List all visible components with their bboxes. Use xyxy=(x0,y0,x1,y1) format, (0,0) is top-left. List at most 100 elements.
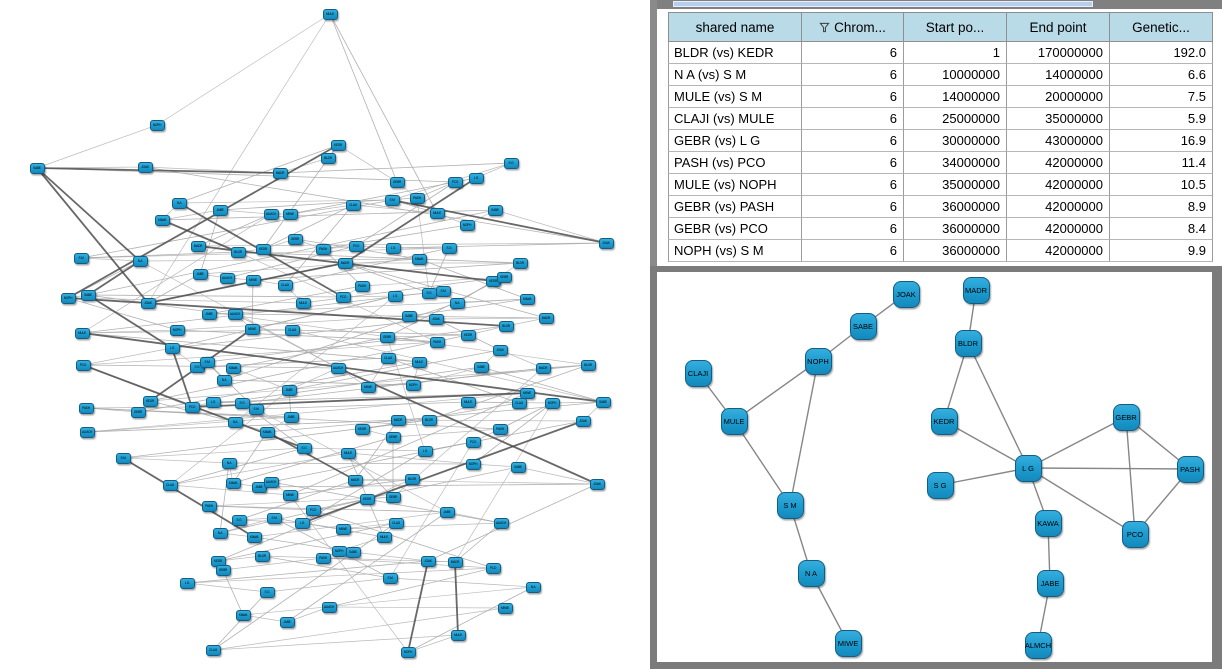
table-cell[interactable]: 170000000 xyxy=(1007,42,1110,64)
graph-node[interactable]: GEBR xyxy=(287,233,303,245)
graph-node[interactable]: SABE xyxy=(401,310,417,322)
graph-node[interactable]: JOAK xyxy=(892,280,920,308)
graph-node[interactable]: S M xyxy=(776,491,804,519)
graph-node[interactable]: ALMCH xyxy=(321,601,337,613)
graph-node[interactable]: NOPH xyxy=(169,324,185,336)
graph-node[interactable]: NOPH xyxy=(465,458,481,470)
graph-node[interactable]: JABE xyxy=(283,411,299,423)
graph-node[interactable]: MADR xyxy=(272,167,288,179)
graph-node[interactable]: CLAJI xyxy=(162,479,178,491)
graph-node[interactable]: N A xyxy=(797,559,825,587)
graph-node[interactable]: JOAK xyxy=(589,478,605,490)
graph-node[interactable]: S M xyxy=(73,252,89,264)
graph-node[interactable]: JOAK xyxy=(428,313,444,325)
table-cell[interactable]: 6 xyxy=(802,108,904,130)
table-cell[interactable]: 36000000 xyxy=(904,218,1007,240)
table-cell[interactable]: 35000000 xyxy=(1007,108,1110,130)
graph-node[interactable]: CLAJI xyxy=(284,324,300,336)
graph-node[interactable]: JABE xyxy=(439,506,455,518)
graph-node[interactable]: BLDR xyxy=(254,550,270,562)
graph-node[interactable]: BLDR xyxy=(404,473,420,485)
table-row[interactable]: NOPH (vs) S M 6 36000000 42000000 9.9 xyxy=(668,240,1215,262)
table-cell[interactable]: 36000000 xyxy=(904,196,1007,218)
graph-node[interactable]: N A xyxy=(171,197,187,209)
graph-node[interactable]: ALMCH xyxy=(227,308,243,320)
graph-node[interactable]: S G xyxy=(296,442,312,454)
graph-node[interactable]: MADR xyxy=(535,362,551,374)
graph-node[interactable]: SABE xyxy=(487,204,503,216)
table-cell[interactable]: 25000000 xyxy=(904,108,1007,130)
table-row[interactable]: MULE (vs) S M 6 14000000 20000000 7.5 xyxy=(668,86,1215,108)
graph-node[interactable]: N A xyxy=(132,255,148,267)
graph-node[interactable]: JOAK xyxy=(137,161,153,173)
graph-node[interactable]: MADR xyxy=(390,414,406,426)
graph-node[interactable]: ALMCH xyxy=(263,476,279,488)
graph-node[interactable]: GEBR xyxy=(379,331,395,343)
graph-node[interactable]: KAWA xyxy=(154,214,170,226)
graph-node[interactable]: MIWE xyxy=(335,523,351,535)
graph-node[interactable]: BLDR xyxy=(498,320,514,332)
table-cell[interactable]: 6 xyxy=(802,42,904,64)
graph-node[interactable]: PCO xyxy=(348,240,364,252)
graph-node[interactable]: GEBR xyxy=(130,406,146,418)
graph-node[interactable]: JOAK xyxy=(492,344,508,356)
graph-node[interactable]: SABE xyxy=(849,312,877,340)
table-cell[interactable]: 6 xyxy=(802,64,904,86)
graph-node[interactable]: ALMCH xyxy=(330,362,346,374)
graph-node[interactable]: S M xyxy=(115,452,131,464)
graph-node[interactable]: PASH xyxy=(409,192,425,204)
graph-node[interactable]: MULE xyxy=(376,531,392,543)
graph-node[interactable]: BLDR xyxy=(954,329,982,357)
graph-node[interactable]: PASH xyxy=(354,280,370,292)
graph-node[interactable]: ALMCH xyxy=(79,426,95,438)
table-cell[interactable]: 30000000 xyxy=(904,130,1007,152)
graph-node[interactable]: PASH xyxy=(315,243,331,255)
graph-node[interactable]: JABE xyxy=(201,308,217,320)
filter-icon[interactable] xyxy=(819,22,830,33)
graph-node[interactable]: GEBR xyxy=(389,176,405,188)
graph-node[interactable]: S G xyxy=(259,586,275,598)
graph-node[interactable]: PASH xyxy=(201,500,217,512)
graph-node[interactable]: S G xyxy=(234,397,250,409)
graph-node[interactable]: NOPH xyxy=(331,545,347,557)
table-cell[interactable]: 1 xyxy=(904,42,1007,64)
table-cell[interactable]: GEBR (vs) L G xyxy=(668,130,802,152)
graph-node[interactable]: BLDR xyxy=(512,257,528,269)
graph-node[interactable]: JABE xyxy=(192,268,208,280)
horizontal-scrollbar[interactable] xyxy=(673,1,1093,7)
table-cell[interactable]: N A (vs) S M xyxy=(668,64,802,86)
table-row[interactable]: BLDR (vs) KEDR 6 1 170000000 192.0 xyxy=(668,42,1215,64)
graph-node[interactable]: KEDR xyxy=(255,243,271,255)
table-cell[interactable]: 6 xyxy=(802,86,904,108)
table-cell[interactable]: 16.9 xyxy=(1110,130,1213,152)
graph-node[interactable]: MIWE xyxy=(519,387,535,399)
graph-node[interactable]: JOAK xyxy=(575,415,591,427)
graph-node[interactable]: CLAJI xyxy=(277,279,293,291)
graph-node[interactable]: JABE xyxy=(1036,569,1064,597)
graph-node[interactable]: S M xyxy=(435,285,451,297)
graph-node[interactable]: S G xyxy=(926,471,954,499)
graph-node[interactable]: CLAJI xyxy=(388,517,404,529)
table-row[interactable]: PASH (vs) PCO 6 34000000 42000000 11.4 xyxy=(668,152,1215,174)
graph-node[interactable]: S M xyxy=(384,194,400,206)
graph-node[interactable]: MADR xyxy=(962,276,990,304)
graph-node[interactable]: L G xyxy=(385,242,401,254)
graph-node[interactable]: MULE xyxy=(295,297,311,309)
graph-node[interactable]: MULE xyxy=(720,407,748,435)
graph-node[interactable]: SABE xyxy=(80,289,96,301)
graph-node[interactable]: L G xyxy=(417,445,433,457)
table-cell[interactable]: 42000000 xyxy=(1007,218,1110,240)
table-cell[interactable]: GEBR (vs) PASH xyxy=(668,196,802,218)
graph-node[interactable]: NOPH xyxy=(459,219,475,231)
graph-node[interactable]: PCO xyxy=(447,176,463,188)
graph-node[interactable]: MIWE xyxy=(497,602,513,614)
graph-node[interactable]: S M xyxy=(199,356,215,368)
table-row[interactable]: CLAJI (vs) MULE 6 25000000 35000000 5.9 xyxy=(668,108,1215,130)
graph-node[interactable]: NOPH xyxy=(400,646,416,658)
graph-node[interactable]: CLAJI xyxy=(380,352,396,364)
graph-node[interactable]: S G xyxy=(231,514,247,526)
graph-node[interactable]: KAWA xyxy=(259,426,275,438)
graph-node[interactable]: L G xyxy=(468,172,484,184)
graph-node[interactable]: MULE xyxy=(411,356,427,368)
graph-node[interactable]: MULE xyxy=(340,447,356,459)
